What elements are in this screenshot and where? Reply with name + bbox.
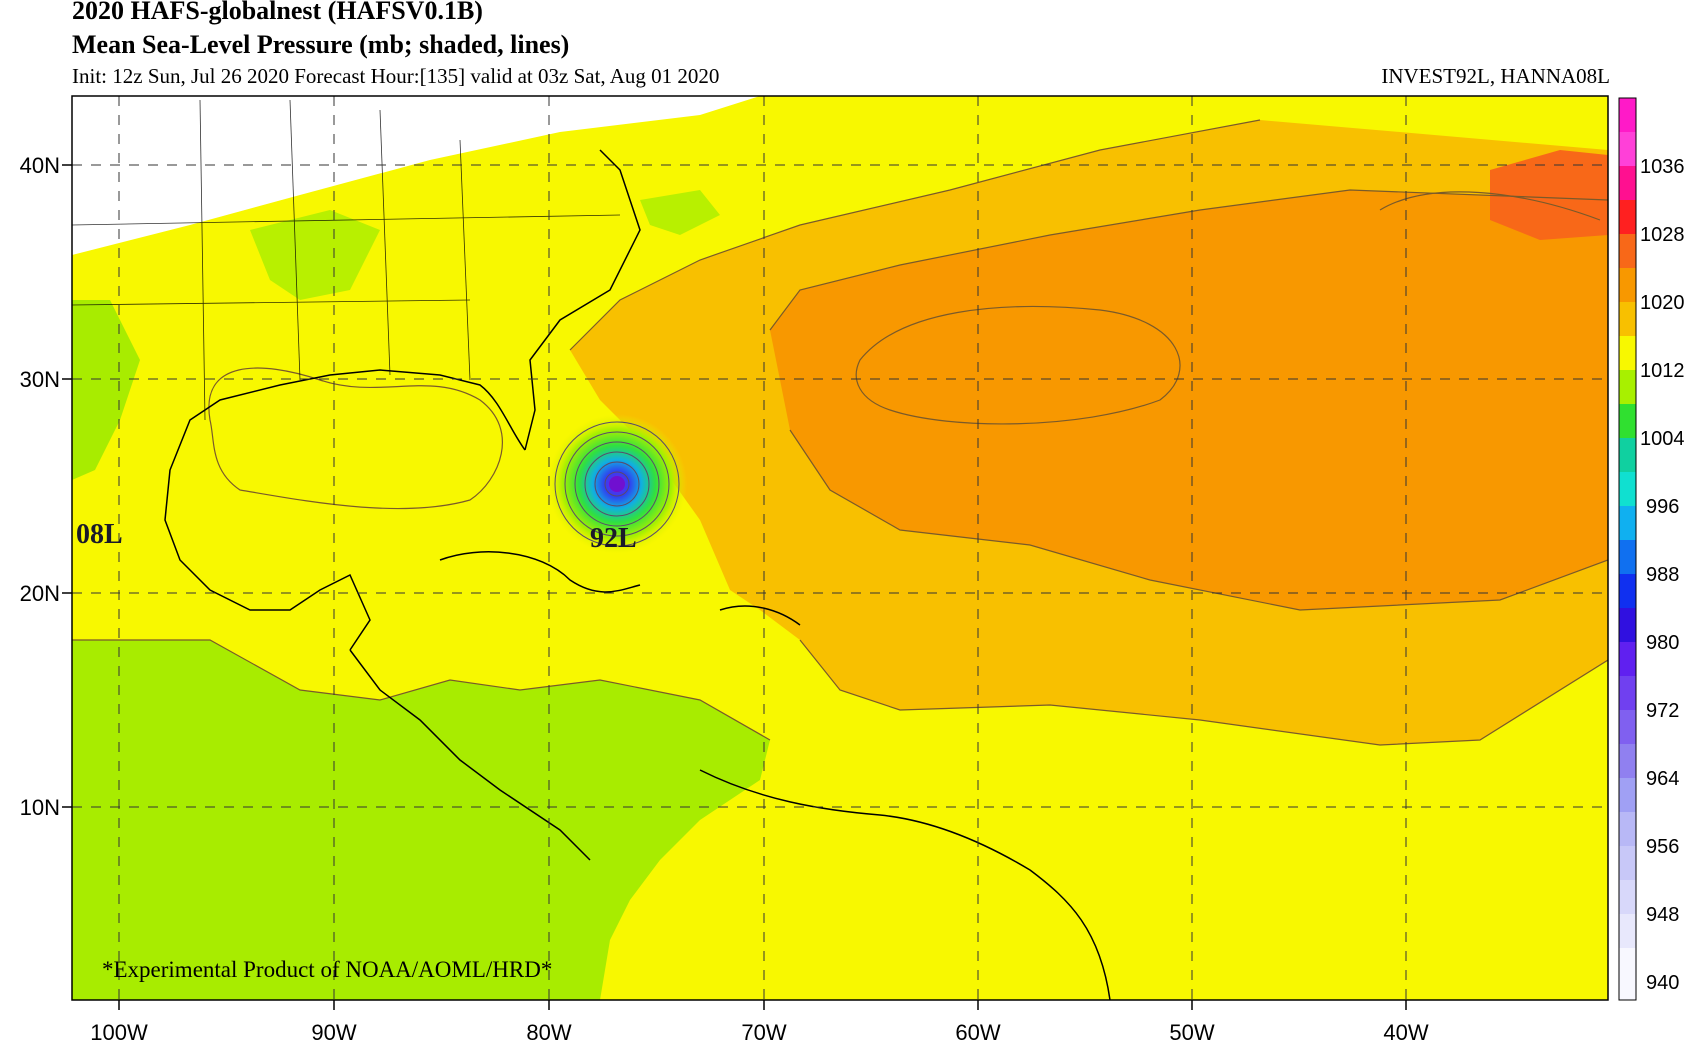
colorbar-label: 948 <box>1646 904 1679 926</box>
colorbar <box>1618 97 1637 1001</box>
lat-label: 10N <box>20 795 60 820</box>
coastlines <box>164 149 1111 1000</box>
storm-labels: 08L 92L <box>76 519 637 554</box>
colorbar-label: 972 <box>1646 700 1679 722</box>
lon-label: 50W <box>1169 1020 1214 1045</box>
colorbar-label: 980 <box>1646 632 1679 654</box>
colorbar-label: 964 <box>1646 768 1679 790</box>
low-pressure-region-south <box>72 640 770 1000</box>
lon-label: 70W <box>741 1020 786 1045</box>
map-frame <box>71 95 1609 1001</box>
storm-92l-isobars <box>554 421 680 547</box>
colorbar-label: 956 <box>1646 836 1679 858</box>
colorbar-labels: 1036 1028 1020 1012 1004 996 988 980 972… <box>1640 156 1685 994</box>
latitude-labels: 40N 30N 20N 10N <box>20 153 60 820</box>
no-data-region <box>72 96 760 255</box>
map-subtitle: Mean Sea-Level Pressure (mb; shaded, lin… <box>72 30 570 59</box>
map-title: 2020 HAFS-globalnest (HAFSV0.1B) <box>72 0 483 25</box>
storm-list: INVEST92L, HANNA08L <box>1381 64 1610 88</box>
colorbar-label: 1036 <box>1640 156 1685 178</box>
lon-label: 40W <box>1383 1020 1428 1045</box>
map-field <box>72 96 1608 1000</box>
low-pressure-region-west <box>72 300 140 480</box>
lat-label: 30N <box>20 367 60 392</box>
storm-92l-center <box>609 476 625 492</box>
lat-lon-grid <box>72 96 1608 1000</box>
storm-label-92l: 92L <box>590 523 637 554</box>
colorbar-label: 1020 <box>1640 292 1685 314</box>
isobar-lines <box>72 119 1608 746</box>
lon-label: 80W <box>526 1020 571 1045</box>
lat-label: 20N <box>20 581 60 606</box>
lat-label: 40N <box>20 153 60 178</box>
lon-label: 60W <box>955 1020 1000 1045</box>
init-forecast-line: Init: 12z Sun, Jul 26 2020 Forecast Hour… <box>72 64 720 88</box>
storm-label-08l: 08L <box>76 519 123 550</box>
longitude-labels: 100W 90W 80W 70W 60W 50W 40W <box>90 1020 1429 1045</box>
colorbar-label: 940 <box>1646 972 1679 994</box>
axis-ticks <box>62 164 1407 1010</box>
lon-label: 100W <box>90 1020 148 1045</box>
colorbar-label: 1012 <box>1640 360 1685 382</box>
high-pressure-1020 <box>770 190 1608 610</box>
colorbar-label: 1028 <box>1640 224 1685 246</box>
low-pressure-patch-coast <box>640 190 720 235</box>
lon-label: 90W <box>311 1020 356 1045</box>
low-pressure-patch-interior <box>250 210 380 300</box>
experimental-note: *Experimental Product of NOAA/AOML/HRD* <box>102 957 552 982</box>
colorbar-label: 996 <box>1646 496 1679 518</box>
colorbar-label: 1004 <box>1640 428 1685 450</box>
colorbar-label: 988 <box>1646 564 1679 586</box>
borders <box>72 99 621 421</box>
high-pressure-1024 <box>1490 150 1608 240</box>
